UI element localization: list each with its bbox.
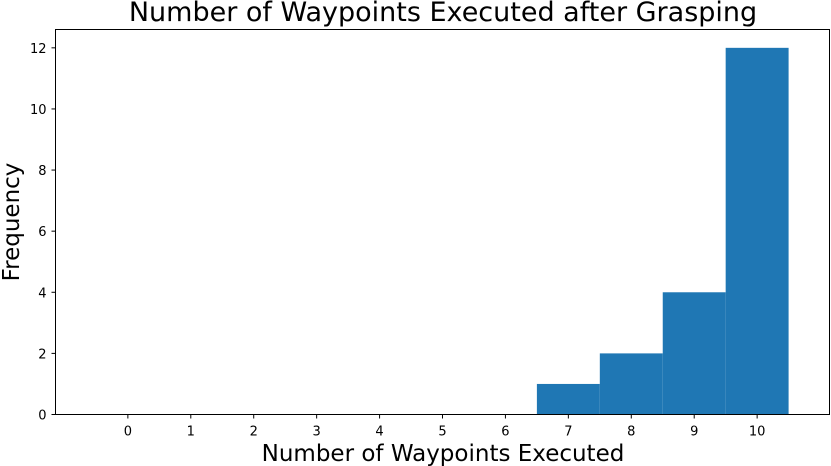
x-tick-label: 10 <box>749 425 766 440</box>
x-tick-label: 2 <box>250 425 258 440</box>
y-axis-ticks: 0 2 4 6 8 10 12 <box>30 42 56 424</box>
bar-8 <box>599 353 663 415</box>
bars-layer <box>536 47 789 415</box>
bar-7 <box>536 383 600 415</box>
x-tick-label: 3 <box>313 425 321 440</box>
x-tick-label: 9 <box>690 425 698 440</box>
y-tick-label: 12 <box>30 42 47 57</box>
y-tick-label: 2 <box>38 347 46 362</box>
bar-9 <box>662 292 726 415</box>
y-tick-label: 6 <box>38 225 46 240</box>
x-tick-label: 4 <box>375 425 383 440</box>
x-tick-label: 6 <box>501 425 509 440</box>
x-axis-label: Number of Waypoints Executed <box>262 441 625 466</box>
x-tick-label: 5 <box>438 425 446 440</box>
plot-frame <box>55 29 830 415</box>
x-tick-label: 0 <box>124 425 132 440</box>
y-axis-label: Frequency <box>0 163 25 282</box>
x-tick-label: 8 <box>627 425 635 440</box>
bar-10 <box>725 47 789 415</box>
y-tick-label: 0 <box>38 409 46 424</box>
x-axis-ticks: 0 1 2 3 4 5 6 7 8 9 10 <box>124 414 766 440</box>
y-tick-label: 4 <box>38 286 46 301</box>
y-tick-label: 10 <box>30 103 47 118</box>
y-tick-label: 8 <box>38 164 46 179</box>
x-tick-label: 1 <box>187 425 195 440</box>
x-tick-label: 7 <box>564 425 572 440</box>
chart-title: Number of Waypoints Executed after Grasp… <box>129 0 757 28</box>
